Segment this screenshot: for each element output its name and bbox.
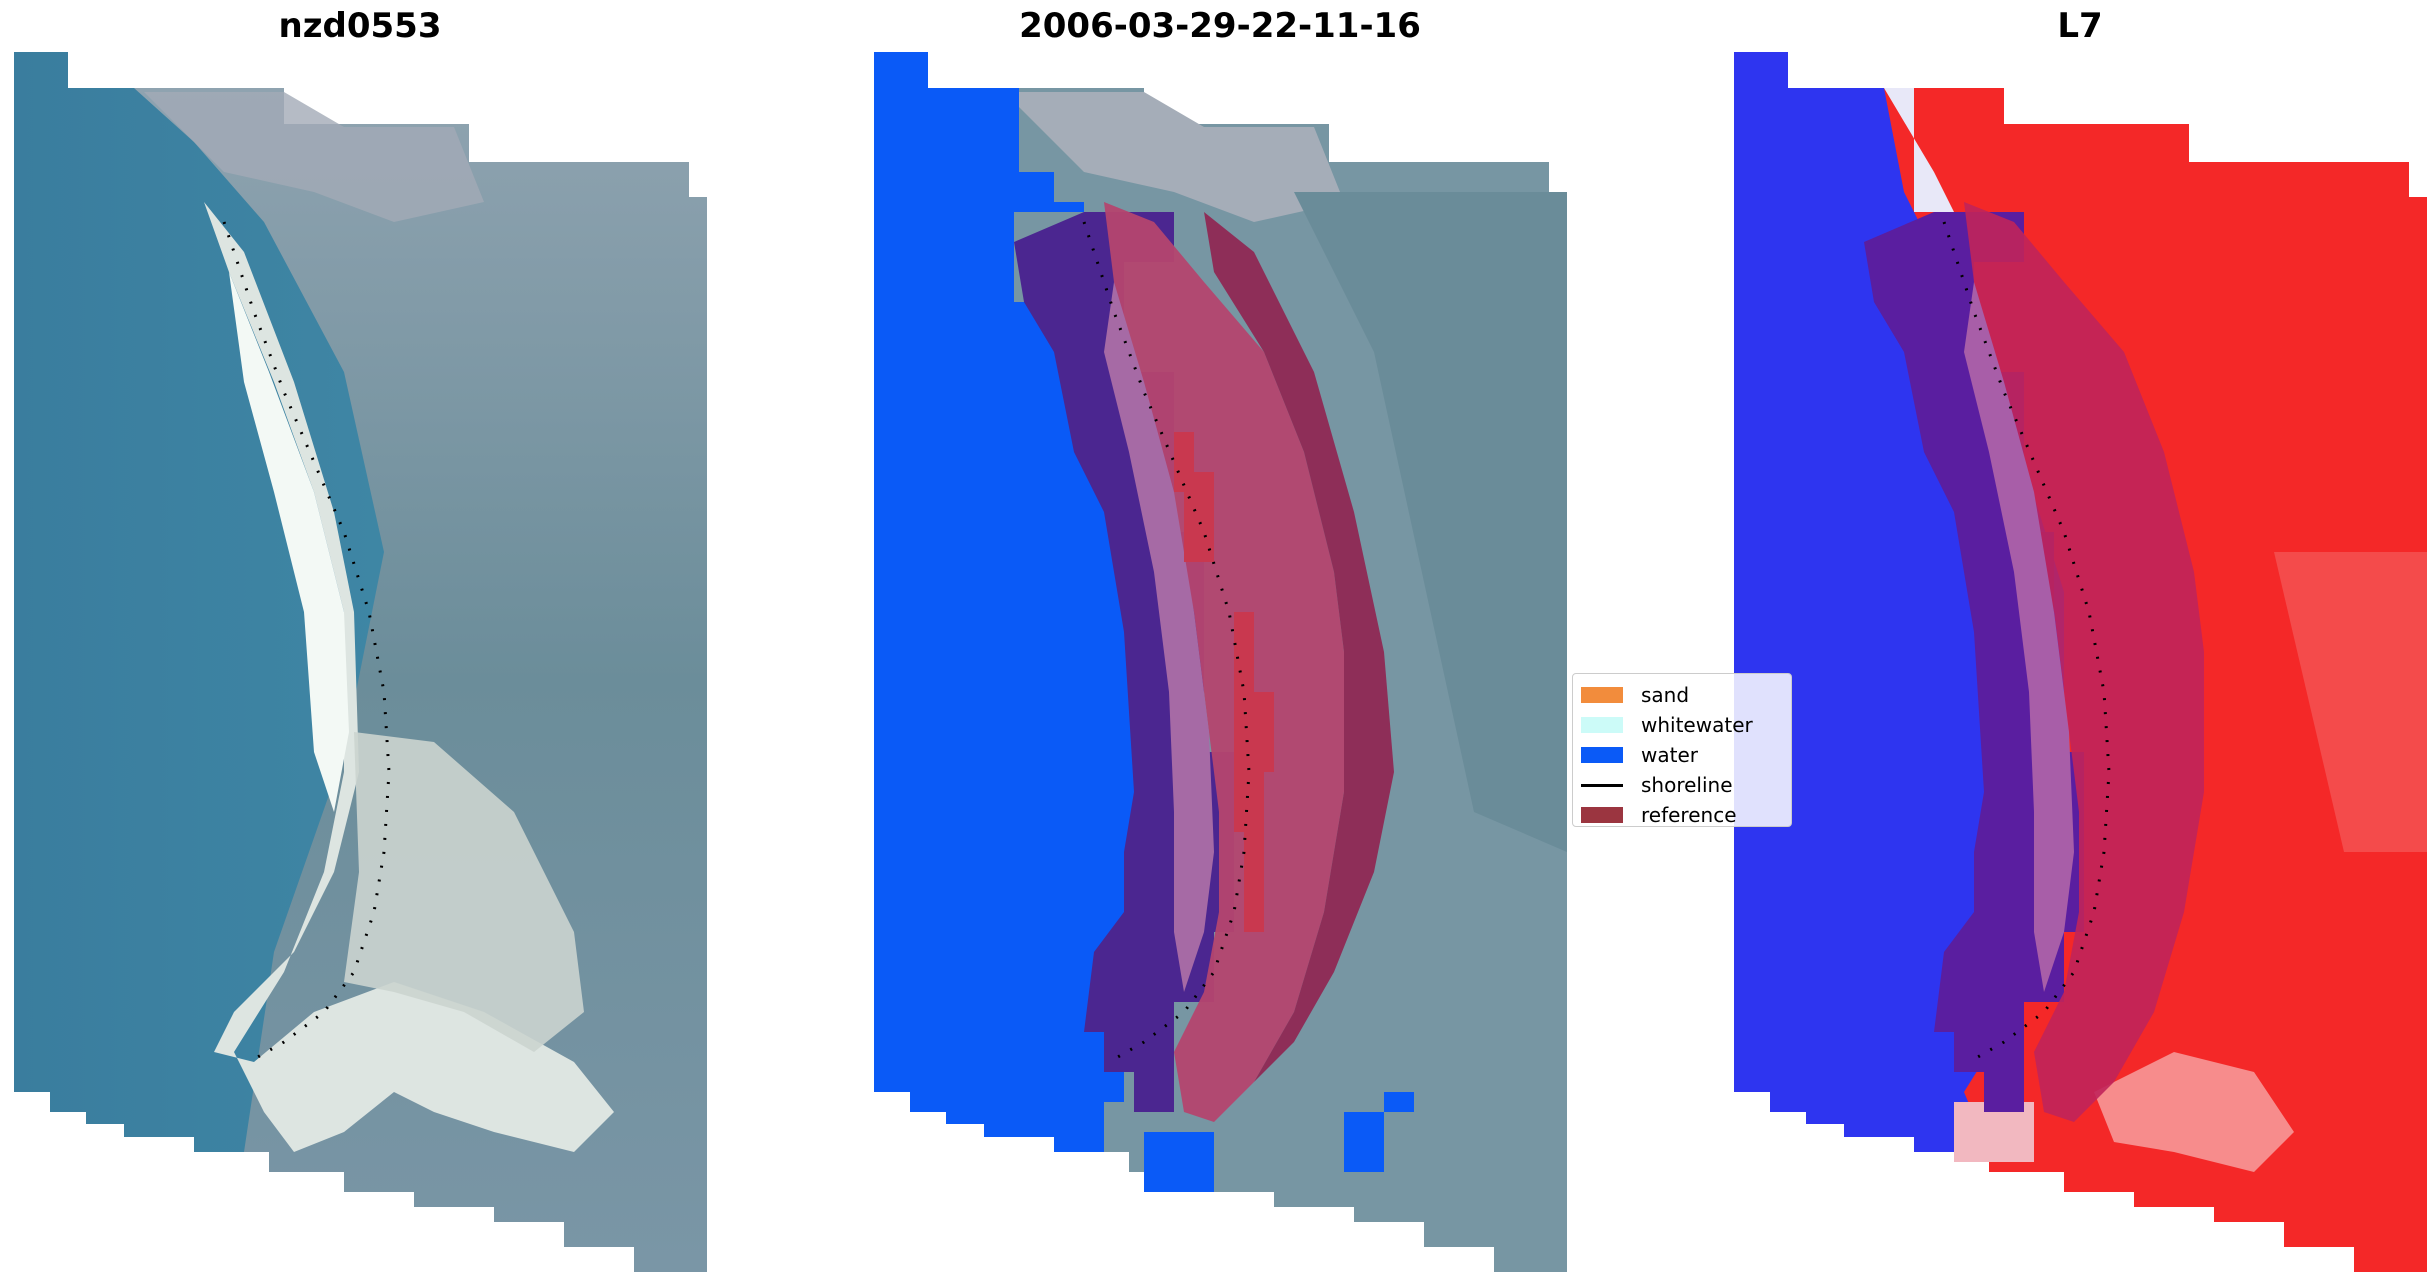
legend-item-whitewater: whitewater [1581, 710, 1783, 740]
panel-title-classified: 2006-03-29-22-11-16 [1019, 6, 1421, 46]
shoreline-line-icon [1581, 783, 1623, 787]
reference-swatch [1581, 807, 1623, 823]
legend-item-shoreline: shoreline [1581, 770, 1783, 800]
panel-title-rgb: nzd0553 [278, 6, 442, 46]
legend-label-sand: sand [1641, 683, 1690, 707]
legend-item-water: water [1581, 740, 1783, 770]
legend-label-shoreline: shoreline [1641, 773, 1733, 797]
rgb-image [14, 52, 707, 1272]
index-image [1734, 52, 2427, 1272]
legend-item-sand: sand [1581, 680, 1783, 710]
whitewater-swatch [1581, 717, 1623, 733]
water-swatch [1581, 747, 1623, 763]
classified-image-panel [874, 52, 1584, 1282]
rgb-image-panel [14, 52, 724, 1282]
index-image-panel [1734, 52, 2434, 1282]
legend-item-reference: reference [1581, 800, 1783, 827]
legend-label-water: water [1641, 743, 1698, 767]
legend-label-whitewater: whitewater [1641, 713, 1753, 737]
sand-swatch [1581, 687, 1623, 703]
classified-image [874, 52, 1567, 1272]
legend: sand whitewater water shoreline referenc… [1572, 673, 1792, 827]
panel-title-index: L7 [2057, 6, 2103, 46]
legend-label-reference: reference [1641, 803, 1737, 827]
